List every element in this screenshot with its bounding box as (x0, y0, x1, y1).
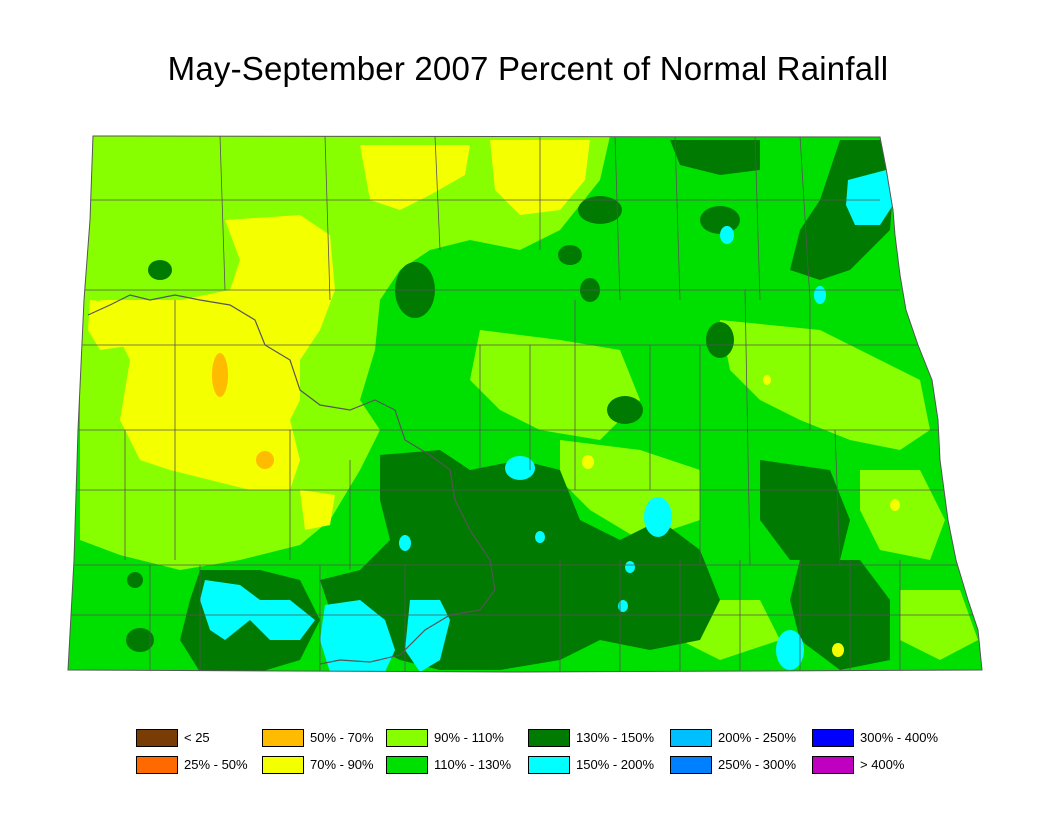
legend-label: 150% - 200% (576, 757, 655, 772)
legend-label: < 25 (184, 730, 210, 745)
region-150-200 (625, 561, 635, 573)
region-70-90 (100, 215, 335, 490)
legend-label: 300% - 400% (860, 730, 939, 745)
legend-swatch (670, 756, 712, 774)
region-90-110 (470, 330, 640, 440)
region-150-200 (200, 580, 315, 640)
legend-swatch (670, 729, 712, 747)
legend-swatch (812, 729, 854, 747)
region-150-200 (320, 600, 395, 672)
region-70-90 (890, 499, 900, 511)
region-150-200 (776, 630, 804, 670)
rainfall-field (68, 136, 982, 672)
region-150-200 (846, 170, 893, 225)
region-90-110 (860, 470, 945, 560)
region-130-150 (558, 245, 582, 265)
region-150-200 (399, 535, 411, 551)
legend-swatch (528, 729, 570, 747)
county-boundaries (70, 136, 975, 672)
region-130-150 (148, 260, 172, 280)
region-130-150 (578, 196, 622, 224)
legend-label: 25% - 50% (184, 757, 248, 772)
river-line (87, 294, 496, 665)
legend-swatch (136, 756, 178, 774)
region-130-150 (607, 396, 643, 424)
region-50-70 (256, 451, 274, 469)
region-70-90 (763, 375, 771, 385)
region-150-200 (644, 497, 672, 537)
region-150-200 (618, 600, 628, 612)
region-130-150 (706, 322, 734, 358)
legend-label: > 400% (860, 757, 905, 772)
region-130-150 (126, 628, 154, 652)
legend-label: 110% - 130% (434, 757, 512, 772)
legend-label: 50% - 70% (310, 730, 374, 745)
region-150-200 (535, 531, 545, 543)
region-50-70 (212, 353, 228, 397)
region-130-150 (760, 460, 850, 560)
legend-label: 70% - 90% (310, 757, 374, 772)
legend-swatch (528, 756, 570, 774)
legend-swatch (136, 729, 178, 747)
region-70-90 (832, 643, 844, 657)
region-70-90 (88, 300, 135, 350)
region-130-150 (700, 206, 740, 234)
legend-swatch (262, 756, 304, 774)
legend-swatch (812, 756, 854, 774)
map-title: May-September 2007 Percent of Normal Rai… (167, 50, 889, 87)
region-150-200 (405, 600, 450, 672)
legend-swatch (262, 729, 304, 747)
region-70-90 (300, 490, 335, 530)
region-130-150 (127, 572, 143, 588)
legend-label: 250% - 300% (718, 757, 797, 772)
region-70-90 (582, 455, 594, 469)
legend-label: 200% - 250% (718, 730, 797, 745)
legend-swatch (386, 756, 428, 774)
legend-label: 130% - 150% (576, 730, 655, 745)
legend-label: 90% - 110% (434, 730, 504, 745)
region-150-200 (720, 226, 734, 244)
region-150-200 (814, 286, 826, 304)
region-130-150 (670, 140, 760, 175)
region-70-90 (360, 145, 470, 210)
legend-swatch (386, 729, 428, 747)
region-90-110 (900, 590, 978, 660)
region-150-200 (505, 456, 535, 480)
region-90-110 (720, 320, 930, 450)
